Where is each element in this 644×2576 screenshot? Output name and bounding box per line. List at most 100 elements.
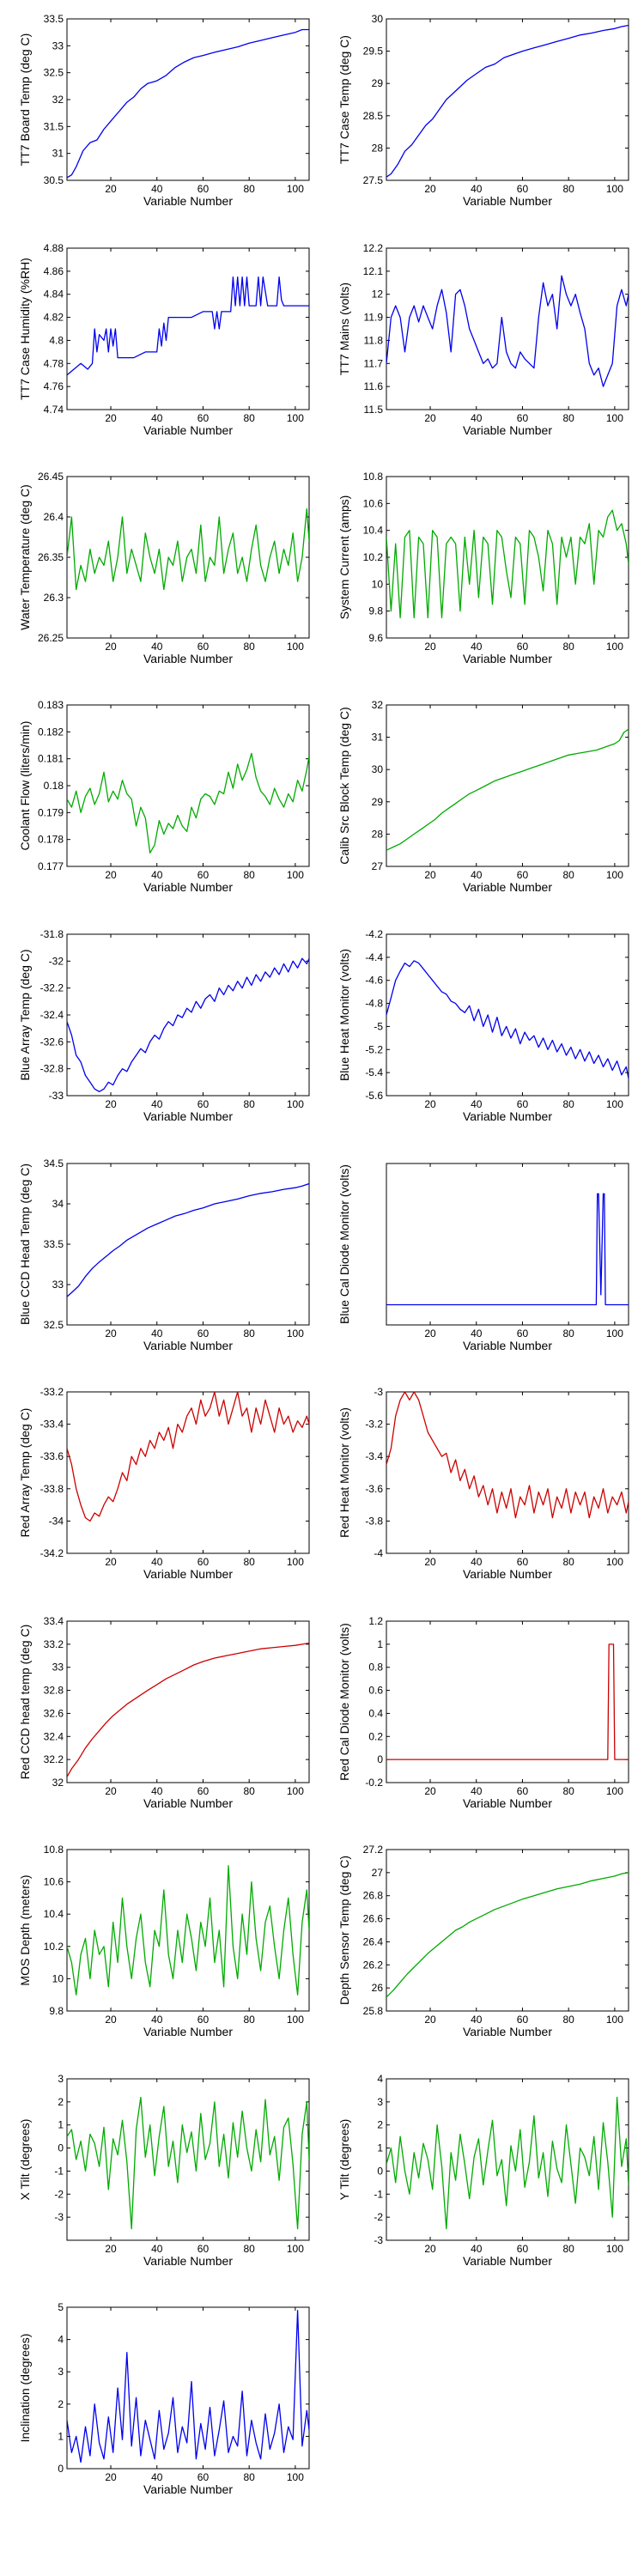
x-tick-label: 100 — [287, 1327, 304, 1340]
y-tick-label: 26.2 — [363, 1959, 384, 1971]
y-tick-label: 33.4 — [44, 1615, 64, 1627]
y-tick-label: 4.88 — [44, 242, 64, 254]
y-tick-label: 27 — [372, 1867, 384, 1879]
y-tick-label: 31 — [52, 148, 64, 160]
chart-14: 20 40 60 80 100 -4 -3.8 -3.6 -3.4 -3.2 -3 Variable … — [337, 1386, 629, 1581]
y-tick-label: 29.5 — [363, 46, 384, 58]
x-tick-label: 60 — [517, 412, 529, 424]
y-tick-label: -33.6 — [40, 1450, 64, 1462]
x-tick-label: 40 — [151, 869, 163, 881]
y-tick-label: 32.4 — [44, 1730, 64, 1742]
x-tick-label: 20 — [424, 641, 436, 653]
x-tick-label: 80 — [562, 183, 574, 195]
x-tick-label: 20 — [105, 183, 117, 195]
y-axis-label: Y Tilt (degrees) — [337, 2119, 351, 2201]
x-axis-label: Variable Number — [143, 1567, 233, 1581]
y-tick-label: 30 — [372, 13, 384, 25]
y-tick-label: -31.8 — [40, 928, 64, 940]
y-tick-label: 32.2 — [44, 1753, 64, 1765]
plot-frame — [66, 2078, 310, 2241]
y-tick-label: -33.2 — [40, 1386, 64, 1398]
x-tick-label: 40 — [151, 1098, 163, 1110]
x-tick-label: 100 — [287, 2014, 304, 2026]
y-tick-label: 30.5 — [44, 174, 64, 186]
x-tick-label: 100 — [606, 2014, 623, 2026]
chart-17: 20 40 60 80 100 9.8 10 10.2 10.4 10.6 10.8 Variable… — [18, 1844, 310, 2038]
y-tick-label: 26 — [372, 1982, 384, 1994]
y-tick-label: 0.183 — [38, 699, 64, 711]
y-tick-label: 2 — [58, 2096, 64, 2108]
x-tick-label: 100 — [606, 1556, 623, 1568]
x-tick-label: 80 — [243, 412, 255, 424]
y-axis-label: TT7 Mains (volts) — [337, 283, 351, 375]
x-tick-label: 20 — [105, 1556, 117, 1568]
y-tick-label: 32 — [372, 699, 384, 711]
y-tick-label: 26.4 — [44, 511, 64, 523]
y-tick-label: 27 — [372, 860, 384, 872]
x-tick-label: 20 — [105, 869, 117, 881]
series-line-1 — [67, 1392, 309, 1522]
x-axis-label: Variable Number — [463, 1796, 552, 1810]
x-axis-label: Variable Number — [143, 2025, 233, 2038]
y-tick-label: 2 — [58, 2398, 64, 2410]
series-line-1 — [67, 1642, 309, 1777]
x-tick-label: 80 — [562, 2243, 574, 2255]
x-tick-label: 80 — [562, 2014, 574, 2026]
x-tick-label: 60 — [197, 1327, 210, 1340]
x-tick-label: 100 — [606, 1785, 623, 1797]
x-tick-label: 80 — [243, 1556, 255, 1568]
x-tick-label: 80 — [243, 1098, 255, 1110]
series-line-1 — [386, 509, 629, 619]
series-line-1 — [386, 1872, 629, 1998]
x-tick-label: 20 — [424, 1785, 436, 1797]
plot-frame — [66, 1849, 310, 2012]
series-line-1 — [67, 276, 309, 376]
y-tick-label: 34.5 — [44, 1157, 64, 1170]
y-tick-label: 32.5 — [44, 67, 64, 79]
x-tick-label: 60 — [197, 412, 210, 424]
y-axis-label: TT7 Case Humidity (%RH) — [18, 258, 32, 400]
x-tick-label: 40 — [151, 412, 163, 424]
y-tick-label: 4 — [58, 2334, 64, 2346]
x-tick-label: 40 — [151, 1327, 163, 1340]
y-tick-label: 11.6 — [364, 380, 384, 392]
y-tick-label: 33.5 — [44, 1238, 64, 1250]
plot-frame — [386, 476, 629, 639]
x-tick-label: 60 — [197, 2243, 210, 2255]
series-line-1 — [386, 2096, 629, 2230]
y-axis-label: Red Heat Monitor (volts) — [337, 1407, 351, 1538]
y-tick-label: 0.2 — [368, 1730, 383, 1742]
y-tick-label: 4.86 — [44, 265, 64, 277]
series-line-1 — [67, 28, 309, 179]
y-axis-label: TT7 Case Temp (deg C) — [337, 35, 351, 164]
y-tick-label: -5.6 — [365, 1090, 383, 1102]
x-tick-label: 20 — [105, 2014, 117, 2026]
y-tick-label: 26.8 — [363, 1890, 384, 1902]
x-tick-label: 100 — [606, 2243, 623, 2255]
y-tick-label: -3 — [54, 2211, 64, 2223]
y-tick-label: 0.181 — [38, 753, 64, 765]
y-tick-label: 32 — [52, 1777, 64, 1789]
x-tick-label: 40 — [471, 1327, 483, 1340]
y-tick-label: 10.4 — [363, 525, 384, 537]
chart-13: 20 40 60 80 100 -34.2 -34 -33.8 -33.6 -33.4 -33.2 V… — [18, 1386, 310, 1581]
y-tick-label: 26.45 — [38, 471, 64, 483]
x-axis-label: Variable Number — [463, 2254, 552, 2268]
y-tick-label: 11.5 — [364, 404, 384, 416]
y-tick-label: 0.182 — [38, 726, 64, 738]
y-tick-label: 0 — [377, 2165, 383, 2177]
y-tick-label: 28.5 — [363, 110, 384, 122]
x-tick-label: 80 — [562, 1556, 574, 1568]
y-axis-label: Blue Array Temp (deg C) — [18, 949, 32, 1080]
y-tick-label: 0 — [58, 2463, 64, 2475]
chart-4: 20 40 60 80 100 11.5 11.6 11.7 11.8 11.9 12 12.1 12.… — [337, 242, 629, 437]
x-tick-label: 60 — [517, 1098, 529, 1110]
y-tick-label: 0 — [58, 2142, 64, 2154]
x-tick-label: 80 — [243, 869, 255, 881]
x-axis-label: Variable Number — [463, 1339, 552, 1352]
x-tick-label: 100 — [287, 412, 304, 424]
y-tick-label: 10 — [372, 578, 384, 590]
x-tick-label: 40 — [471, 641, 483, 653]
x-axis-label: Variable Number — [143, 1339, 233, 1352]
y-axis-label: Water Temperature (deg C) — [18, 484, 32, 630]
